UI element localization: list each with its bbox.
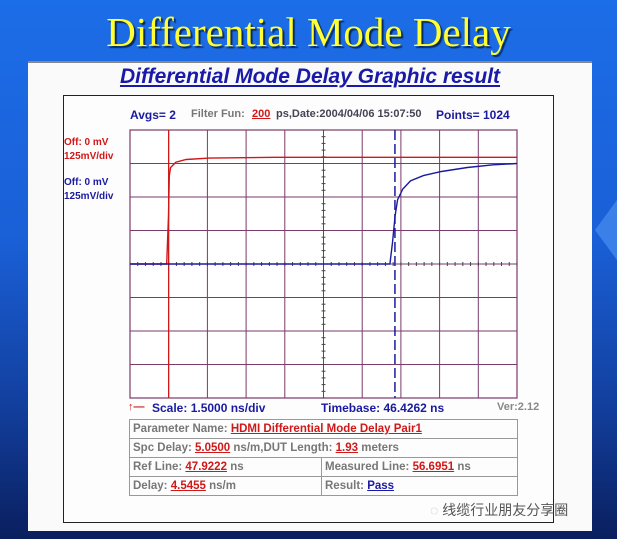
result-label: Result:: [325, 480, 364, 492]
date-readout: ps,Date:2004/04/06 15:07:50: [276, 108, 422, 120]
channel-2-label: Off: 0 mV 125mV/div: [64, 176, 113, 204]
param-name-label: Parameter Name:: [133, 423, 228, 435]
slide-title: Differential Mode Delay: [106, 9, 511, 55]
waveform-plot: [129, 129, 518, 399]
measured-line-value[interactable]: 56.6951: [412, 461, 455, 473]
table-row: Spc Delay: 5.0500 ns/m,DUT Length: 1.93 …: [129, 438, 518, 458]
ref-line-unit: ns: [230, 461, 244, 473]
ch1-scale: 125mV/div: [64, 151, 114, 162]
filter-value[interactable]: 200: [252, 108, 271, 120]
dut-length-value[interactable]: 1.93: [335, 442, 359, 454]
filter-label: Filter Fun:: [191, 108, 245, 120]
spc-delay-value[interactable]: 5.0500: [195, 442, 231, 454]
ch2-offset: Off: 0 mV: [64, 177, 109, 188]
next-arrow-icon: [595, 200, 617, 260]
timebase-readout: Timebase: 46.4262 ns: [321, 401, 445, 415]
waveform-series-2: [130, 162, 518, 265]
waveform-series-1: [130, 156, 518, 265]
watermark: ◌ 线缆行业朋友分享圈: [430, 500, 568, 520]
panel-subtitle: Differential Mode Delay Graphic result: [119, 65, 501, 88]
ref-line-cell: Ref Line: 47.9222 ns: [129, 457, 322, 477]
measured-line-unit: ns: [457, 461, 471, 473]
delay-value[interactable]: 4.5455: [170, 480, 206, 492]
spc-delay-label: Spc Delay:: [133, 442, 192, 454]
param-name-value[interactable]: HDMI Differential Mode Delay Pair1: [230, 423, 422, 435]
version-readout: Ver:2.12: [497, 401, 540, 413]
param-name-cell: Parameter Name: HDMI Differential Mode D…: [129, 419, 518, 439]
result-panel: Differential Mode Delay Graphic result A…: [28, 61, 592, 531]
table-row: Ref Line: 47.9222 ns Measured Line: 56.6…: [129, 457, 518, 477]
ch1-offset: Off: 0 mV: [64, 137, 109, 148]
measured-line-label: Measured Line:: [325, 461, 410, 473]
delay-cell: Delay: 4.5455 ns/m: [129, 476, 322, 496]
scope-frame: Avgs= 2 Filter Fun: 200 ps,Date:2004/04/…: [63, 95, 554, 523]
wechat-icon: ◌: [430, 502, 439, 518]
ref-arrow-icon: ↑—: [128, 401, 145, 413]
delay-unit: ns/m: [209, 480, 236, 492]
points-readout: Points= 1024: [436, 108, 510, 122]
spc-delay-cell: Spc Delay: 5.0500 ns/m,DUT Length: 1.93 …: [129, 438, 518, 458]
ref-line-label: Ref Line:: [133, 461, 183, 473]
ref-line-value[interactable]: 47.9222: [185, 461, 227, 473]
dut-length-unit: meters: [361, 442, 399, 454]
spc-delay-unit: ns/m,DUT Length:: [233, 442, 333, 454]
watermark-text: 线缆行业朋友分享圈: [442, 502, 569, 518]
result-value[interactable]: Pass: [367, 480, 395, 492]
measured-line-cell: Measured Line: 56.6951 ns: [321, 457, 518, 477]
scale-readout: Scale: 1.5000 ns/div: [152, 401, 266, 415]
table-row: Delay: 4.5455 ns/m Result: Pass: [129, 476, 518, 496]
avgs-readout: Avgs= 2: [130, 108, 176, 122]
table-row: Parameter Name: HDMI Differential Mode D…: [129, 419, 518, 439]
result-cell: Result: Pass: [321, 476, 518, 496]
ch2-scale: 125mV/div: [64, 191, 114, 202]
channel-1-label: Off: 0 mV 125mV/div: [64, 136, 113, 164]
parameter-table: Parameter Name: HDMI Differential Mode D…: [129, 419, 518, 496]
delay-label: Delay:: [133, 480, 168, 492]
